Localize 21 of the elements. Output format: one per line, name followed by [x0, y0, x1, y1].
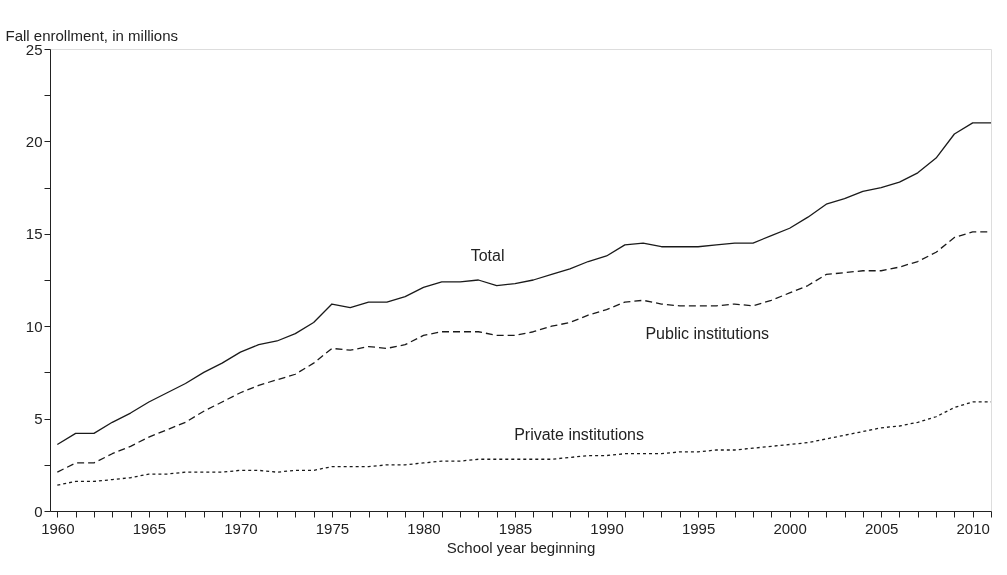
- x-tick-label: 1985: [498, 519, 533, 537]
- series-label: Public institutions: [645, 324, 770, 342]
- y-tick-label: 0: [34, 502, 43, 520]
- x-tick-label: 1965: [132, 519, 167, 537]
- x-tick-label: 1995: [681, 519, 716, 537]
- series-label: Private institutions: [514, 426, 645, 444]
- x-tick-label: 2000: [773, 519, 807, 537]
- series-label: Total: [470, 246, 505, 264]
- x-tick-label: 1960: [41, 519, 75, 537]
- x-tick-label: 1980: [407, 519, 441, 537]
- line-series: [56, 122, 992, 446]
- y-tick-label: 5: [34, 410, 43, 428]
- x-axis-title: School year beginning: [446, 538, 596, 556]
- x-tick-label: 1990: [590, 519, 624, 537]
- y-tick-label: 15: [25, 225, 43, 243]
- x-tick-label: 2005: [864, 519, 899, 537]
- y-tick-label: 20: [25, 132, 43, 150]
- x-tick-label: 1970: [224, 519, 258, 537]
- y-tick-label: 10: [25, 317, 43, 335]
- x-tick-label: 1975: [315, 519, 350, 537]
- x-tick-label: 2010: [956, 519, 990, 537]
